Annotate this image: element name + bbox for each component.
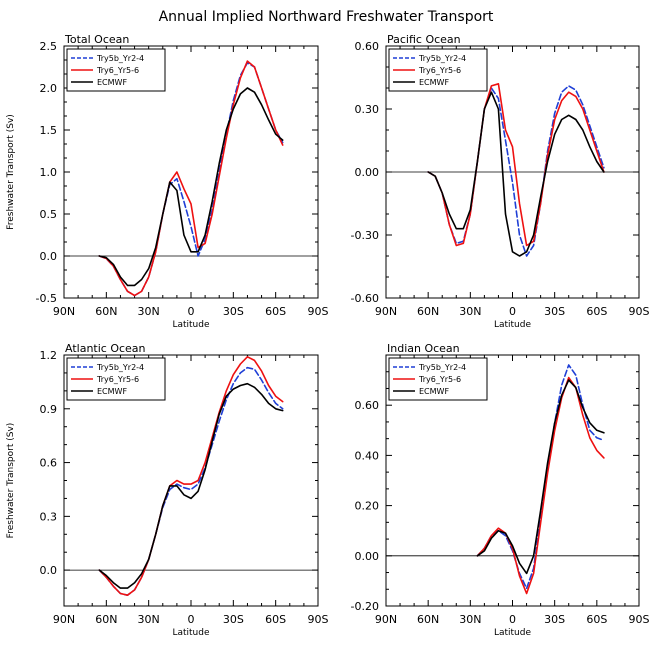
panel-pacific-ocean: 90N 60N 30N 0 30S 60S 90S -0.60 -0.30 0.00 0.30 0.6… <box>351 33 650 330</box>
x-tick-label: 60N <box>95 613 117 626</box>
x-tick-label: 0 <box>188 613 195 626</box>
y-tick-label: 0.00 <box>355 550 380 563</box>
x-tick-label: 30S <box>544 613 565 626</box>
y-tick-label: 0.00 <box>355 166 380 179</box>
legend: Try5b_Yr2-4 Try6_Yr5-6 ECMWF <box>66 357 166 401</box>
panel-title: Indian Ocean <box>387 342 460 355</box>
x-tick-label: 0 <box>509 305 516 318</box>
legend-label: ECMWF <box>97 78 127 87</box>
x-tick-label: 90N <box>375 305 397 318</box>
x-tick-label: 90N <box>53 305 75 318</box>
x-tick-label: 60S <box>586 613 607 626</box>
y-tick-label: 2.5 <box>40 40 58 53</box>
y-tick-label: 0.0 <box>40 564 58 577</box>
y-tick-label: -0.60 <box>351 292 379 305</box>
y-tick-label: -0.5 <box>36 292 57 305</box>
x-tick-label: 30N <box>138 613 160 626</box>
panel-atlantic-ocean: 90N 60N 30N 0 30S 60S 90S 0.0 0.3 0.6 0.9 1.2 Atlant… <box>6 342 329 638</box>
legend-label: Try5b_Yr2-4 <box>418 54 466 63</box>
panel-indian-ocean: 90N 60N 30N 0 30S 60S 90S -0.20 0.00 0.20 0.40 0.60… <box>351 342 650 638</box>
plot-frame <box>385 354 640 607</box>
x-tick-label: 60S <box>265 305 286 318</box>
x-axis-label: Latitude <box>494 320 532 330</box>
x-tick-label: 30N <box>459 305 481 318</box>
y-tick-label: 0.5 <box>40 208 58 221</box>
y-tick-label: -0.20 <box>351 600 379 613</box>
y-tick-label: 1.5 <box>40 124 58 137</box>
y-tick-label: 0.6 <box>40 457 58 470</box>
x-tick-label: 60N <box>417 305 439 318</box>
y-tick-label: 0.3 <box>40 510 58 523</box>
panel-total-ocean: 90N 60N 30N 0 30S 60S 90S -0.5 0.0 0.5 1.0 1.5 2.0 2.… <box>6 33 329 330</box>
panel-title: Pacific Ocean <box>387 33 461 46</box>
y-tick-label: 1.2 <box>40 349 58 362</box>
x-axis-label: Latitude <box>172 320 210 330</box>
series-line-ecmwf <box>98 382 284 589</box>
y-tick-label: 0.20 <box>355 500 380 513</box>
legend-label: Try6_Yr5-6 <box>96 66 139 75</box>
series-line-try5b-yr2-4 <box>476 364 605 590</box>
panel-title: Atlantic Ocean <box>65 342 146 355</box>
x-tick-label: 30S <box>544 305 565 318</box>
series-line-try6-yr5-6 <box>98 60 284 297</box>
plot-frame <box>63 45 319 299</box>
figure-title: Annual Implied Northward Freshwater Tran… <box>159 9 494 25</box>
y-tick-label: 0.60 <box>355 40 380 53</box>
y-tick-label: 0.9 <box>40 403 58 416</box>
x-tick-label: 90N <box>53 613 75 626</box>
y-tick-label: -0.30 <box>351 229 379 242</box>
y-axis-label: Freshwater Transport (Sv) <box>6 423 16 539</box>
y-tick-label: 0.40 <box>355 449 380 462</box>
series-line-try6-yr5-6 <box>476 376 605 595</box>
x-tick-label: 90S <box>308 305 329 318</box>
legend-label: ECMWF <box>97 387 127 396</box>
panel-title: Total Ocean <box>64 33 129 46</box>
y-tick-label: 0.0 <box>40 250 58 263</box>
series-line-ecmwf <box>427 91 605 257</box>
x-tick-label: 90S <box>629 305 650 318</box>
series-line-try6-yr5-6 <box>427 83 605 247</box>
legend: Try5b_Yr2-4 Try6_Yr5-6 ECMWF <box>388 357 488 401</box>
legend: Try5b_Yr2-4 Try6_Yr5-6 ECMWF <box>388 48 488 92</box>
x-tick-label: 60S <box>586 305 607 318</box>
x-tick-label: 90S <box>308 613 329 626</box>
legend: Try5b_Yr2-4 Try6_Yr5-6 ECMWF <box>66 48 166 92</box>
x-tick-label: 30S <box>223 305 244 318</box>
series-line-try5b-yr2-4 <box>98 61 284 297</box>
series-line-try5b-yr2-4 <box>427 85 605 257</box>
legend-label: ECMWF <box>419 387 449 396</box>
legend-label: Try6_Yr5-6 <box>418 375 461 384</box>
legend-label: Try5b_Yr2-4 <box>96 54 144 63</box>
series-line-try5b-yr2-4 <box>98 366 284 597</box>
x-axis-label: Latitude <box>494 628 532 638</box>
x-tick-label: 60S <box>265 613 286 626</box>
plot-frame <box>63 354 319 607</box>
y-tick-label: 0.30 <box>355 103 380 116</box>
x-tick-label: 60N <box>95 305 117 318</box>
y-tick-label: 0.60 <box>355 399 380 412</box>
x-tick-label: 30N <box>138 305 160 318</box>
legend-label: Try5b_Yr2-4 <box>96 363 144 372</box>
x-tick-label: 90S <box>629 613 650 626</box>
x-tick-label: 0 <box>188 305 195 318</box>
x-axis-label: Latitude <box>172 628 210 638</box>
y-tick-label: 1.0 <box>40 166 58 179</box>
x-tick-label: 0 <box>509 613 516 626</box>
x-tick-label: 30N <box>459 613 481 626</box>
y-tick-label: 2.0 <box>40 82 58 95</box>
legend-label: Try6_Yr5-6 <box>418 66 461 75</box>
y-axis-label: Freshwater Transport (Sv) <box>6 114 16 230</box>
x-tick-label: 30S <box>223 613 244 626</box>
legend-label: Try5b_Yr2-4 <box>418 363 466 372</box>
legend-label: ECMWF <box>419 78 449 87</box>
series-line-ecmwf <box>476 379 605 575</box>
x-tick-label: 60N <box>417 613 439 626</box>
series-line-ecmwf <box>98 87 284 287</box>
series-line-try6-yr5-6 <box>98 355 284 597</box>
plot-frame <box>385 45 640 299</box>
legend-label: Try6_Yr5-6 <box>96 375 139 384</box>
x-tick-label: 90N <box>375 613 397 626</box>
